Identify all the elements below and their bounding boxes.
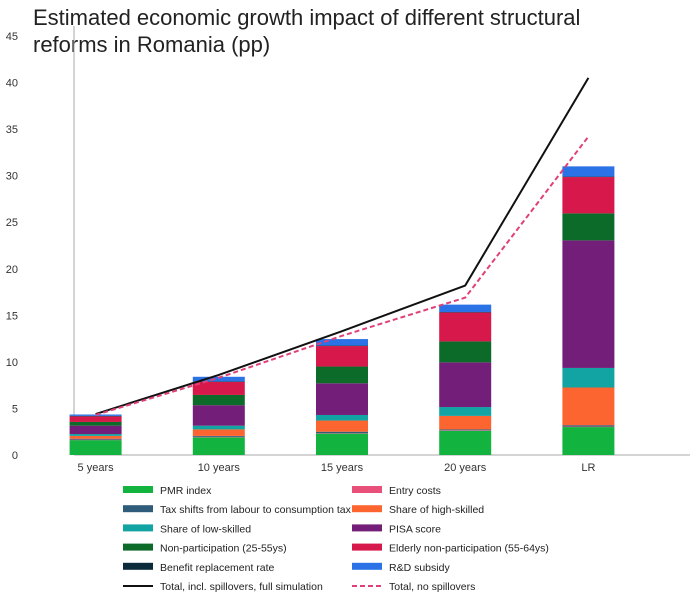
bar-segment: [562, 177, 615, 214]
legend-label: Tax shifts from labour to consumption ta…: [160, 504, 352, 516]
legend-label: Total, incl. spillovers, full simulation: [160, 581, 323, 593]
bar-segment: [192, 425, 245, 430]
legend-swatch: [123, 524, 153, 532]
chart-title: Estimated economic growth impact of diff…: [33, 5, 581, 57]
bar-segment: [316, 420, 368, 432]
y-tick-label: 40: [6, 78, 18, 90]
bar-segment: [439, 407, 492, 416]
bar-segment: [69, 421, 122, 426]
bar-segment: [316, 433, 368, 455]
legend-label: R&D subsidy: [389, 562, 450, 574]
bar-segment: [562, 387, 615, 426]
bar-segment: [562, 240, 615, 368]
y-tick-label: 20: [6, 264, 18, 276]
legend-label: PMR index: [160, 485, 212, 497]
legend-swatch: [123, 543, 153, 551]
legend-swatch: [352, 524, 382, 532]
legend-label: Share of low-skilled: [160, 523, 251, 535]
legend-swatch: [123, 562, 153, 570]
bar-segment: [316, 366, 368, 384]
y-tick-label: 10: [6, 357, 18, 369]
y-tick-label: 5: [12, 403, 18, 415]
y-tick-label: 30: [6, 171, 18, 183]
bar-segment: [562, 213, 615, 241]
bar-segment: [192, 429, 245, 436]
bar-segment: [69, 416, 122, 422]
bar-segment: [562, 427, 615, 455]
bar-segment: [69, 425, 122, 435]
bar-segment: [192, 435, 245, 437]
x-tick-label: 10 years: [198, 462, 241, 474]
legend-swatch: [352, 505, 382, 513]
bar-segment: [439, 341, 492, 363]
y-tick-label: 35: [6, 124, 18, 136]
bar-segment: [562, 425, 615, 427]
x-tick-label: LR: [581, 462, 595, 474]
legend-swatch: [352, 543, 382, 551]
legend-label: PISA score: [389, 523, 441, 535]
bar-segment: [192, 394, 245, 406]
bar-segment: [439, 429, 492, 431]
legend-label: Non-participation (25-55ys): [160, 543, 287, 555]
bar-segment: [562, 166, 615, 177]
bar-segment: [316, 414, 368, 421]
bar-segment: [69, 414, 122, 416]
legend-swatch: [123, 486, 153, 493]
x-tick-label: 20 years: [444, 462, 487, 474]
bar-segment: [316, 346, 368, 367]
bar-segment: [69, 435, 122, 439]
bar-segment: [316, 383, 368, 415]
legend-swatch: [352, 486, 382, 493]
legend-label: Share of high-skilled: [389, 504, 484, 516]
bar-segment: [439, 312, 492, 342]
legend-swatch: [352, 562, 382, 570]
bar-segment: [316, 431, 368, 434]
bar-segment: [439, 304, 492, 313]
legend-swatch: [123, 505, 153, 513]
bar-segment: [192, 405, 245, 426]
bar-segment: [69, 440, 122, 455]
bar-segment: [316, 339, 368, 346]
x-tick-label: 15 years: [321, 462, 364, 474]
legend-label: Entry costs: [389, 485, 441, 497]
legend-label: Elderly non-participation (55-64ys): [389, 543, 549, 555]
y-tick-label: 45: [6, 31, 18, 43]
bar-segment: [192, 381, 245, 395]
bar-segment: [439, 362, 492, 408]
bar-segment: [69, 438, 122, 440]
series-line: [95, 77, 590, 415]
bar-segment: [69, 434, 122, 436]
legend-label: Benefit replacement rate: [160, 562, 275, 574]
legend-label: Total, no spillovers: [389, 581, 475, 593]
bar-segment: [192, 376, 245, 382]
bar-segment: [439, 415, 492, 430]
series-line: [95, 135, 590, 416]
y-tick-label: 25: [6, 217, 18, 229]
y-tick-label: 0: [12, 450, 18, 462]
bar-segment: [439, 430, 492, 455]
bar-segment: [192, 437, 245, 455]
y-tick-label: 15: [6, 310, 18, 322]
x-tick-label: 5 years: [78, 462, 115, 474]
bar-segment: [562, 367, 615, 388]
